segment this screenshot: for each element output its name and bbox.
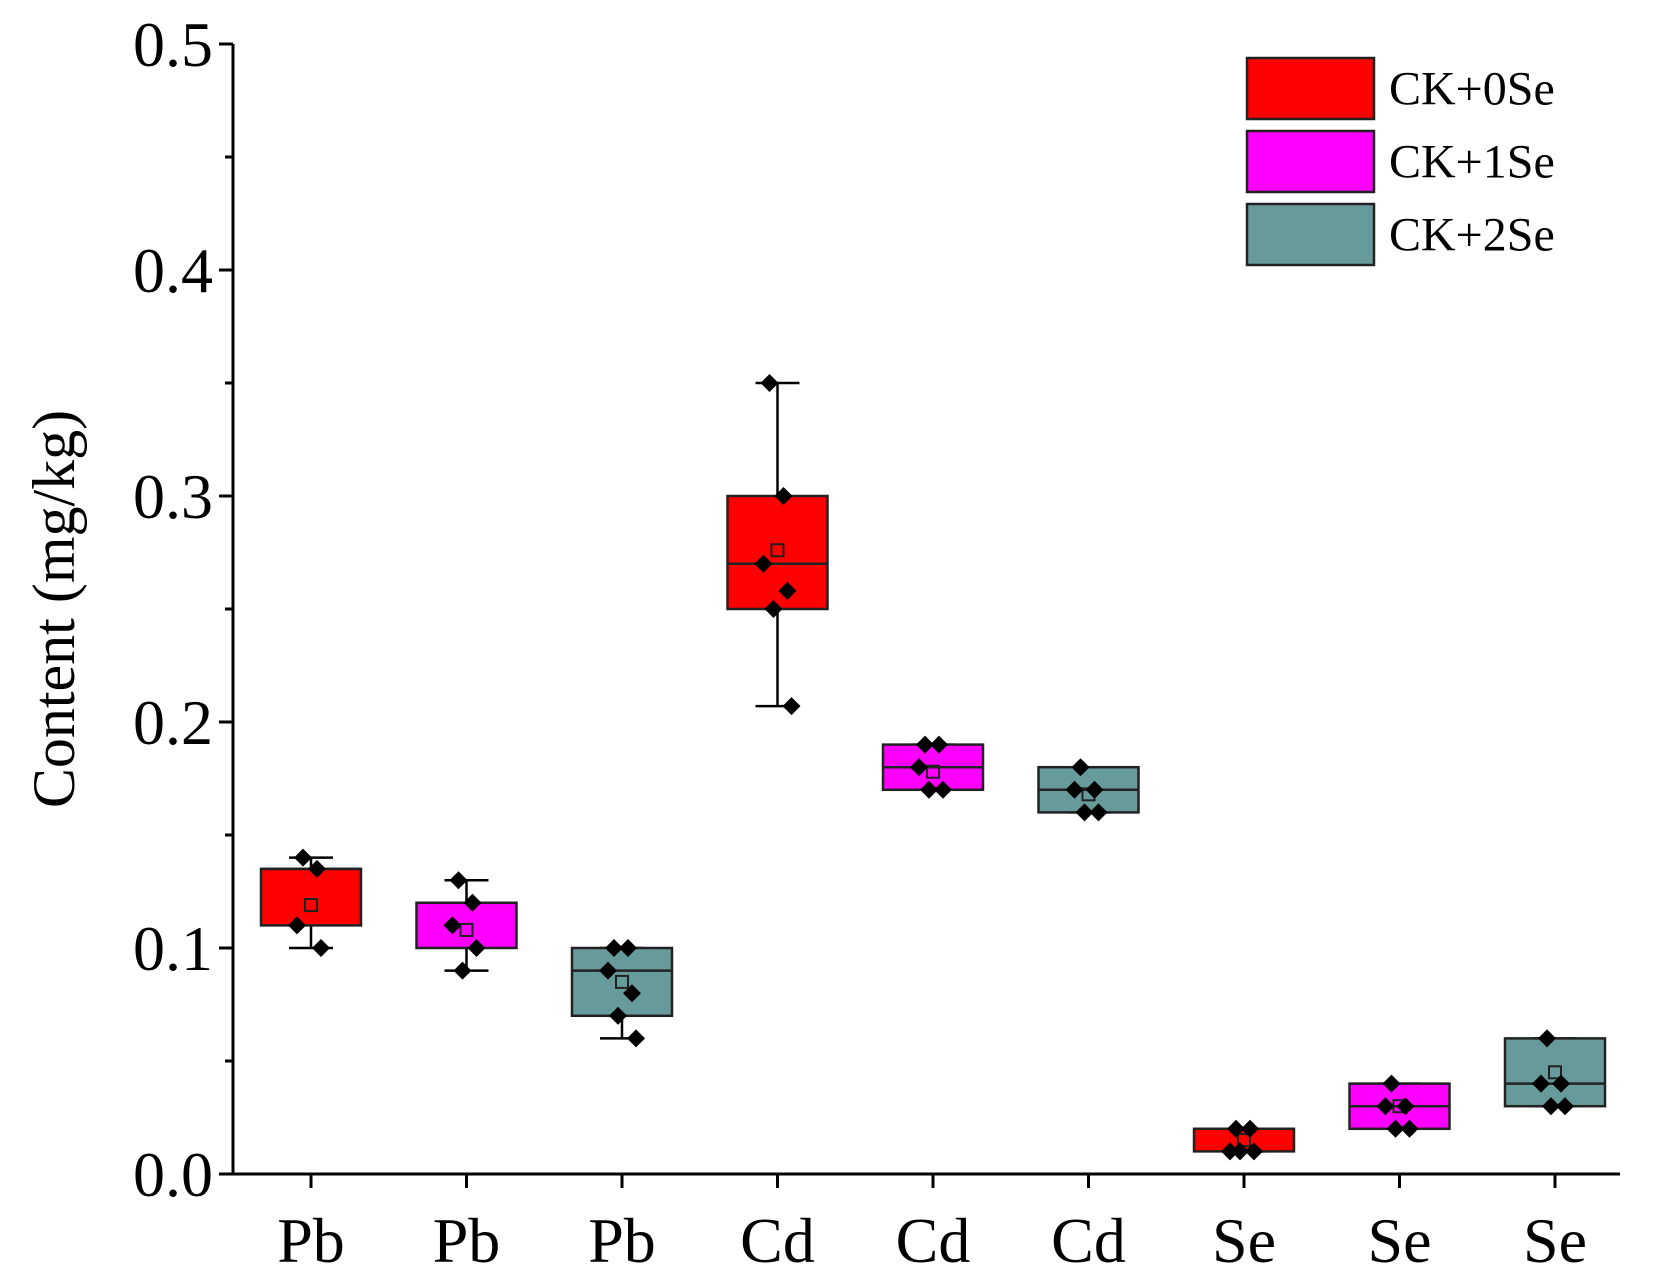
data-point <box>605 939 623 957</box>
data-point <box>1386 1119 1405 1138</box>
x-category-label: Pb <box>588 1205 656 1276</box>
x-category-label: Cd <box>740 1205 815 1276</box>
iqr-box <box>1503 1037 1607 1108</box>
x-category-label: Pb <box>277 1205 345 1276</box>
box-pb-ck-1se <box>415 871 518 980</box>
data-point <box>764 600 783 618</box>
data-point <box>619 939 637 957</box>
data-point <box>760 374 779 392</box>
data-point <box>1071 758 1090 777</box>
y-tick-label: 0.4 <box>133 235 213 306</box>
legend-label-2: CK+2Se <box>1389 209 1555 262</box>
data-point <box>1075 803 1094 822</box>
mean-marker <box>1237 1133 1251 1148</box>
box-se-ck-2se <box>1503 1029 1607 1116</box>
data-point <box>754 554 773 573</box>
mean-marker <box>304 898 318 913</box>
iqr-box <box>726 494 829 611</box>
x-category-label: Se <box>1368 1205 1432 1276</box>
data-point <box>627 1029 645 1048</box>
data-point <box>1556 1097 1574 1116</box>
data-point <box>934 780 952 799</box>
mean-marker <box>615 974 629 989</box>
data-point <box>623 984 641 1003</box>
x-category-label: Cd <box>1051 1205 1126 1276</box>
iqr-box <box>259 867 363 927</box>
data-point <box>1538 1029 1556 1048</box>
data-point <box>774 487 793 505</box>
box-pb-ck-2se <box>570 939 674 1048</box>
legend-swatch-0 <box>1245 56 1376 121</box>
data-point <box>1089 803 1108 822</box>
legend: CK+0Se CK+1Se CK+2Se <box>1245 56 1555 267</box>
mean-marker <box>770 543 785 558</box>
data-point <box>1221 1142 1239 1161</box>
box-cd-ck-1se <box>881 735 985 799</box>
data-point <box>1227 1119 1245 1138</box>
data-point <box>609 1006 627 1025</box>
data-point <box>453 961 472 980</box>
data-point <box>1065 780 1084 799</box>
data-point <box>1241 1119 1259 1138</box>
data-point <box>782 697 801 716</box>
data-point <box>467 939 486 957</box>
data-point <box>443 916 462 935</box>
boxes-layer <box>259 374 1607 1161</box>
mean-marker <box>926 764 940 779</box>
iqr-box <box>570 946 674 1018</box>
mean-marker <box>459 922 474 937</box>
data-point <box>288 916 306 935</box>
legend-swatch-2 <box>1245 202 1376 267</box>
data-point <box>1382 1074 1401 1093</box>
x-category-label: Cd <box>896 1205 971 1276</box>
data-point <box>294 848 312 867</box>
data-point <box>599 961 617 980</box>
y-tick-label: 0.0 <box>133 1139 213 1210</box>
mean-marker <box>1548 1065 1562 1080</box>
data-point <box>920 780 938 799</box>
labels-layer: 0.0 0.1 0.2 0.3 0.4 0.5 Content (mg/kg) Pb Pb Pb C… <box>21 9 1587 1276</box>
x-category-label: Pb <box>433 1205 501 1276</box>
data-point <box>1400 1119 1419 1138</box>
data-point <box>1532 1074 1550 1093</box>
data-point <box>463 893 482 912</box>
data-point <box>1376 1097 1395 1116</box>
y-tick-label: 0.2 <box>133 687 213 758</box>
data-point <box>1245 1142 1263 1161</box>
data-point <box>1396 1097 1415 1116</box>
data-point <box>312 939 330 957</box>
y-tick-label: 0.3 <box>133 461 213 532</box>
box-cd-ck-2se <box>1037 758 1140 822</box>
x-category-label: Se <box>1212 1205 1276 1276</box>
data-point <box>1552 1074 1570 1093</box>
data-point <box>930 735 948 754</box>
box-se-ck-0se <box>1192 1119 1296 1161</box>
box-se-ck-1se <box>1348 1074 1451 1138</box>
data-point <box>910 758 928 777</box>
y-axis-title: Content (mg/kg) <box>21 410 87 808</box>
box-cd-ck-0se <box>726 374 829 716</box>
data-point <box>1231 1142 1249 1161</box>
y-tick-label: 0.5 <box>133 9 213 80</box>
data-point <box>308 859 326 878</box>
x-category-label: Se <box>1523 1205 1587 1276</box>
data-point <box>449 871 468 890</box>
data-point <box>916 735 934 754</box>
data-point <box>1085 780 1104 799</box>
legend-swatch-1 <box>1245 129 1376 194</box>
data-point <box>778 581 797 600</box>
axes-layer <box>219 42 1620 1188</box>
legend-label-1: CK+1Se <box>1389 136 1555 189</box>
legend-label-0: CK+0Se <box>1389 63 1555 116</box>
iqr-box <box>415 901 518 950</box>
y-tick-label: 0.1 <box>133 913 213 984</box>
data-point <box>1542 1097 1560 1116</box>
box-pb-ck-0se <box>259 848 363 957</box>
